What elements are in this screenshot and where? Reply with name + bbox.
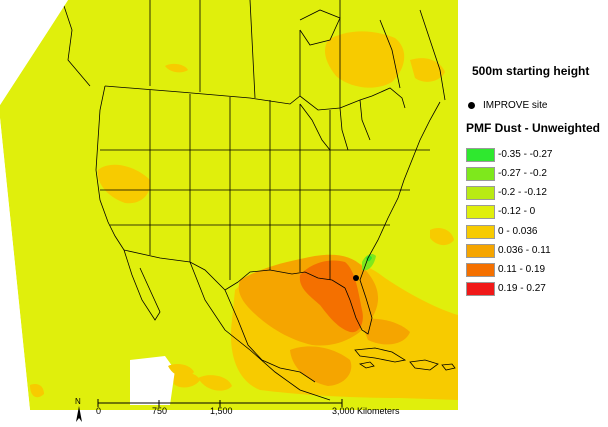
scale-tick-1500: 1,500 — [210, 406, 233, 416]
legend-class-label: -0.2 - -0.12 — [498, 187, 547, 198]
legend-class-label: -0.35 - -0.27 — [498, 149, 553, 160]
legend-swatch — [466, 225, 495, 239]
scale-bar: 0 750 1,500 3,000 Kilometers — [96, 396, 400, 420]
legend-class-label: 0.11 - 0.19 — [498, 264, 546, 275]
map-panel: 0 750 1,500 3,000 Kilometers N — [0, 0, 458, 426]
baja-fill — [168, 364, 194, 377]
site-dot-icon — [468, 101, 475, 109]
legend-class-label: -0.27 - -0.2 — [498, 168, 547, 179]
legend-class-label: -0.12 - 0 — [498, 206, 536, 217]
legend-swatch — [466, 148, 495, 162]
north-arrow-icon: N — [70, 396, 88, 426]
legend-swatch — [466, 167, 495, 181]
pacific-cutout — [130, 356, 175, 405]
boundaries — [61, 0, 456, 401]
north-label: N — [75, 397, 81, 406]
legend-swatch — [466, 282, 495, 296]
improve-site-marker[interactable] — [353, 275, 359, 281]
legend-swatch — [466, 263, 495, 277]
legend-swatch — [466, 244, 495, 258]
scale-tick-3000: 3,000 Kilometers — [332, 406, 400, 416]
legend-class-label: 0.036 - 0.11 — [498, 245, 551, 256]
scale-tick-750: 750 — [152, 406, 168, 416]
legend-class-label: 0 - 0.036 — [498, 226, 538, 237]
scale-tick-0: 0 — [96, 406, 102, 416]
site-label: IMPROVE site — [483, 100, 548, 111]
legend-heading: PMF Dust - Unweighted — [466, 121, 600, 135]
plume-011-019 — [299, 260, 363, 333]
scale-bar-graphic — [97, 399, 343, 407]
legend-class-label: 0.19 - 0.27 — [498, 283, 546, 294]
legend-title: 500m starting height — [472, 64, 590, 78]
legend-swatch — [466, 205, 495, 219]
map-svg — [0, 0, 458, 410]
legend-site-entry: IMPROVE site — [468, 100, 547, 111]
outside-domain-left — [0, 0, 68, 105]
legend-swatch — [466, 186, 495, 200]
legend-panel: 500m starting height IMPROVE site PMF Du… — [458, 0, 608, 427]
